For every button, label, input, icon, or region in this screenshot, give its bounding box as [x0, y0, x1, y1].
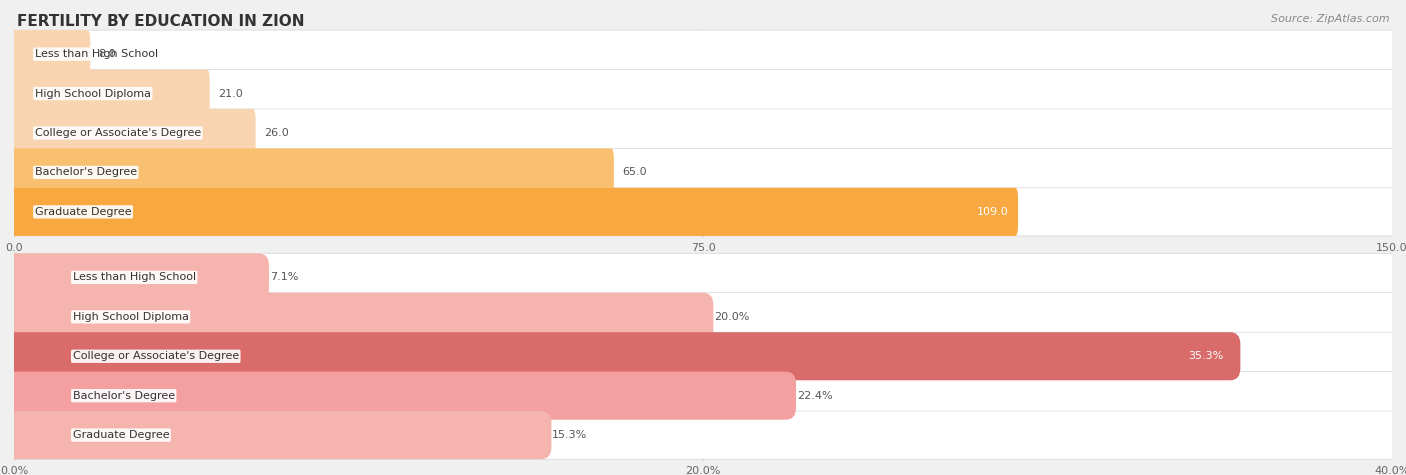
FancyBboxPatch shape	[11, 30, 90, 78]
Text: Graduate Degree: Graduate Degree	[35, 207, 131, 217]
FancyBboxPatch shape	[4, 253, 1402, 302]
FancyBboxPatch shape	[4, 332, 1402, 380]
Text: Bachelor's Degree: Bachelor's Degree	[35, 167, 136, 178]
Text: College or Associate's Degree: College or Associate's Degree	[35, 128, 201, 138]
Text: 26.0: 26.0	[264, 128, 288, 138]
FancyBboxPatch shape	[11, 69, 1395, 118]
FancyBboxPatch shape	[4, 293, 713, 341]
FancyBboxPatch shape	[11, 148, 1395, 197]
Text: 22.4%: 22.4%	[797, 390, 832, 401]
Text: 35.3%: 35.3%	[1188, 351, 1223, 361]
Text: High School Diploma: High School Diploma	[35, 88, 150, 99]
FancyBboxPatch shape	[4, 253, 269, 302]
Text: Graduate Degree: Graduate Degree	[73, 430, 169, 440]
Text: 7.1%: 7.1%	[270, 272, 298, 282]
Text: High School Diploma: High School Diploma	[73, 312, 188, 322]
Text: 15.3%: 15.3%	[553, 430, 588, 440]
FancyBboxPatch shape	[4, 411, 1402, 459]
FancyBboxPatch shape	[11, 188, 1018, 236]
Text: 20.0%: 20.0%	[714, 312, 749, 322]
FancyBboxPatch shape	[11, 109, 256, 157]
Text: 8.0: 8.0	[98, 49, 117, 59]
FancyBboxPatch shape	[11, 69, 209, 118]
FancyBboxPatch shape	[11, 30, 1395, 78]
Text: Source: ZipAtlas.com: Source: ZipAtlas.com	[1271, 14, 1389, 24]
Text: Bachelor's Degree: Bachelor's Degree	[73, 390, 174, 401]
Text: College or Associate's Degree: College or Associate's Degree	[73, 351, 239, 361]
FancyBboxPatch shape	[4, 293, 1402, 341]
FancyBboxPatch shape	[11, 188, 1395, 236]
Text: Less than High School: Less than High School	[73, 272, 195, 282]
FancyBboxPatch shape	[4, 371, 796, 420]
Text: FERTILITY BY EDUCATION IN ZION: FERTILITY BY EDUCATION IN ZION	[17, 14, 304, 29]
FancyBboxPatch shape	[11, 109, 1395, 157]
Text: 21.0: 21.0	[218, 88, 243, 99]
FancyBboxPatch shape	[4, 332, 1240, 380]
FancyBboxPatch shape	[11, 148, 614, 197]
Text: 109.0: 109.0	[977, 207, 1008, 217]
FancyBboxPatch shape	[4, 411, 551, 459]
Text: Less than High School: Less than High School	[35, 49, 157, 59]
Text: 65.0: 65.0	[623, 167, 647, 178]
FancyBboxPatch shape	[4, 371, 1402, 420]
